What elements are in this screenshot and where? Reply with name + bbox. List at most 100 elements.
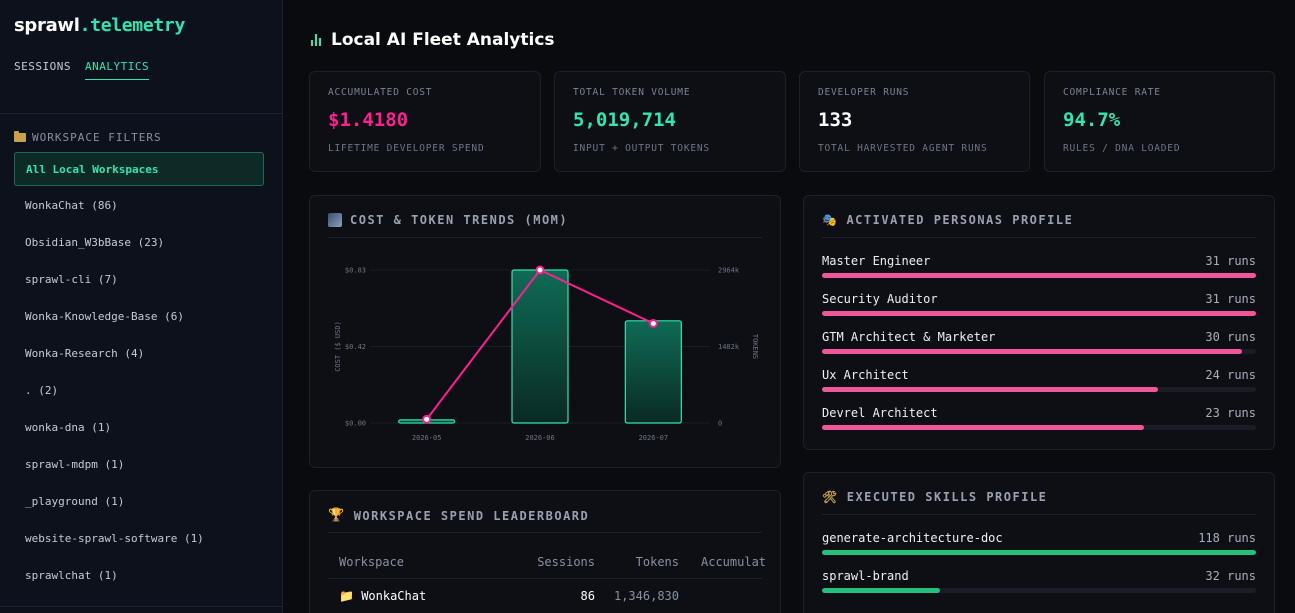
- trends-title-text: COST & TOKEN TRENDS (MOM): [350, 213, 569, 227]
- sidebar: sprawl.telemetry SESSIONS ANALYTICS WORK…: [0, 0, 283, 613]
- skill-runs: 32 runs: [1205, 569, 1256, 583]
- y-left-tick-label: $0.00: [345, 420, 366, 428]
- workspace-filter-item[interactable]: Wonka-Knowledge-Base (6): [25, 310, 184, 323]
- workspace-filter-item[interactable]: . (2): [25, 384, 59, 397]
- persona-bar-track: [822, 273, 1256, 278]
- persona-name: Master Engineer: [822, 254, 931, 268]
- cost-point: [648, 318, 658, 328]
- workspace-filter-item[interactable]: sprawlchat (1): [25, 569, 118, 582]
- skills-title: 🛠 EXECUTED SKILLS PROFILE: [822, 490, 1047, 504]
- leaderboard-title: 🏆 WORKSPACE SPEND LEADERBOARD: [328, 508, 589, 523]
- personas-title: 🎭 ACTIVATED PERSONAS PROFILE: [822, 213, 1073, 227]
- workspace-name: WonkaChat: [361, 589, 427, 603]
- nav-analytics[interactable]: ANALYTICS: [84, 60, 150, 80]
- panel-divider: [822, 237, 1256, 238]
- trends-panel: COST & TOKEN TRENDS (MOM) $0.00 0 $0.42 148…: [309, 195, 781, 468]
- stat-subtitle: TOTAL HARVESTED AGENT RUNS: [818, 143, 988, 154]
- folder-icon: 📁: [339, 589, 354, 603]
- workspace-filter-item[interactable]: _playground (1): [25, 495, 125, 508]
- stat-subtitle: RULES / DNA LOADED: [1063, 143, 1181, 154]
- skill-bar-track: [822, 588, 1256, 593]
- persona-runs: 31 runs: [1205, 254, 1256, 268]
- skill-bar-track: [822, 550, 1256, 555]
- persona-row: Devrel Architect 23 runs: [822, 406, 1256, 436]
- persona-runs: 23 runs: [1205, 406, 1256, 420]
- stat-label: TOTAL TOKEN VOLUME: [573, 87, 691, 98]
- masks-icon: 🎭: [822, 213, 839, 227]
- personas-title-text: ACTIVATED PERSONAS PROFILE: [846, 213, 1074, 227]
- workspace-cell: 📁 WonkaChat: [339, 589, 426, 603]
- page-title: Local AI Fleet Analytics: [311, 30, 555, 50]
- persona-bar-track: [822, 349, 1256, 354]
- skill-bar-fill: [822, 588, 940, 593]
- workspace-filter-item[interactable]: wonka-dna (1): [25, 421, 112, 434]
- col-header-sessions[interactable]: Sessions: [537, 555, 595, 569]
- col-header-cost[interactable]: Accumulat: [701, 555, 767, 569]
- brand-suffix: .telemetry: [79, 15, 186, 36]
- y-right-tick-label: 1482k: [718, 343, 740, 351]
- workspace-filter-item[interactable]: website-sprawl-software (1): [25, 532, 204, 545]
- nav-sessions[interactable]: SESSIONS: [14, 60, 71, 73]
- panel-divider: [328, 532, 762, 533]
- stat-value: 94.7%: [1063, 109, 1121, 131]
- workspace-filter-item[interactable]: WonkaChat (86): [25, 199, 118, 212]
- token-bar: [624, 320, 682, 424]
- persona-runs: 24 runs: [1205, 368, 1256, 382]
- page-title-text: Local AI Fleet Analytics: [331, 30, 555, 50]
- table-row[interactable]: 📁 WonkaChat 86 1,346,830: [328, 579, 762, 609]
- workspace-filter-item[interactable]: sprawl-mdpm (1): [25, 458, 125, 471]
- workspace-filter-all[interactable]: All Local Workspaces: [14, 152, 264, 186]
- y-right-axis-title: TOKENS: [751, 334, 759, 359]
- cost-point: [535, 265, 545, 275]
- table-header-row: Workspace Sessions Tokens Accumulat: [328, 551, 766, 579]
- filters-heading: WORKSPACE FILTERS: [14, 131, 162, 144]
- chart-icon: [328, 213, 342, 227]
- stat-label: COMPLIANCE RATE: [1063, 87, 1161, 98]
- persona-bar-track: [822, 425, 1256, 430]
- x-tick-label: 2026-06: [525, 434, 555, 442]
- chart-bars: [398, 269, 682, 424]
- persona-bar-track: [822, 387, 1256, 392]
- col-header-workspace[interactable]: Workspace: [339, 555, 405, 569]
- skills-title-text: EXECUTED SKILLS PROFILE: [846, 490, 1048, 504]
- sessions-cell: 86: [580, 589, 595, 603]
- y-left-tick-label: $0.42: [345, 343, 366, 351]
- tokens-cell: 1,346,830: [613, 589, 679, 603]
- cost-point: [422, 414, 432, 424]
- workspace-filter-item[interactable]: Wonka-Research (4): [25, 347, 145, 360]
- stat-value: $1.4180: [328, 109, 409, 131]
- trends-chart: $0.00 0 $0.42 1482k $0.83 2964k COST ($ USD) TO…: [334, 265, 759, 443]
- stat-card-runs: DEVELOPER RUNS 133 TOTAL HARVESTED AGENT…: [799, 71, 1030, 172]
- x-tick-label: 2026-05: [412, 434, 442, 442]
- leaderboard-panel: 🏆 WORKSPACE SPEND LEADERBOARD Workspace …: [309, 490, 781, 613]
- persona-row: Master Engineer 31 runs: [822, 254, 1256, 284]
- panel-divider: [328, 237, 762, 238]
- skill-name: generate-architecture-doc: [822, 531, 1003, 545]
- persona-bar-fill: [822, 311, 1256, 316]
- workspace-filter-item[interactable]: sprawl-cli (7): [25, 273, 118, 286]
- analytics-icon: [311, 34, 321, 46]
- personas-panel: 🎭 ACTIVATED PERSONAS PROFILE Master Engi…: [803, 195, 1275, 450]
- filters-title: WORKSPACE FILTERS: [32, 131, 162, 144]
- col-header-tokens[interactable]: Tokens: [635, 555, 679, 569]
- tools-icon: 🛠: [822, 490, 839, 504]
- skill-runs: 118 runs: [1198, 531, 1256, 545]
- skill-row: generate-architecture-doc 118 runs: [822, 531, 1256, 561]
- workspace-list: All Local Workspaces WonkaChat (86) Obsi…: [14, 152, 264, 594]
- persona-runs: 30 runs: [1205, 330, 1256, 344]
- persona-bar-fill: [822, 349, 1242, 354]
- brand-logo[interactable]: sprawl.telemetry: [14, 15, 185, 36]
- stat-label: ACCUMULATED COST: [328, 87, 433, 98]
- workspace-filter-item[interactable]: Obsidian_W3bBase (23): [25, 236, 165, 249]
- persona-bar-track: [822, 311, 1256, 316]
- chart-labels: $0.00 0 $0.42 1482k $0.83 2964k COST ($ USD) TO…: [334, 267, 759, 443]
- y-right-tick-label: 0: [718, 420, 722, 428]
- sidebar-divider: [0, 113, 282, 114]
- trends-title: COST & TOKEN TRENDS (MOM): [328, 213, 568, 227]
- x-tick-label: 2026-07: [639, 434, 669, 442]
- persona-runs: 31 runs: [1205, 292, 1256, 306]
- persona-bar-fill: [822, 425, 1144, 430]
- persona-row: Ux Architect 24 runs: [822, 368, 1256, 398]
- leaderboard-table: Workspace Sessions Tokens Accumulat 📁 Wo…: [328, 551, 766, 609]
